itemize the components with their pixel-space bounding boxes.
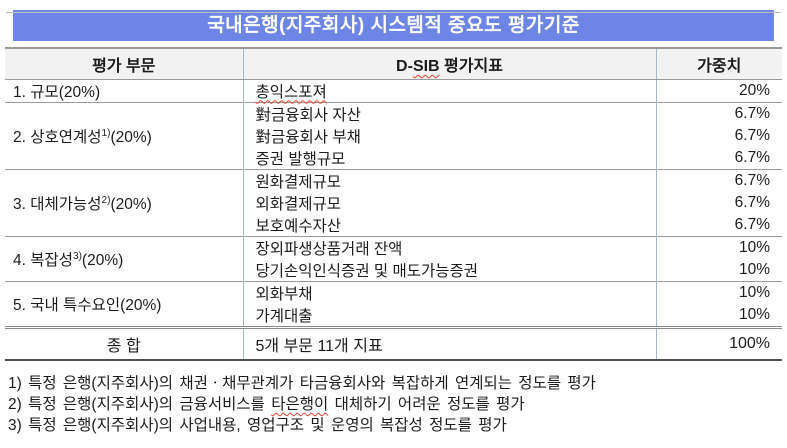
total-label: 종 합 xyxy=(5,325,243,361)
page-title: 국내은행(지주회사) 시스템적 중요도 평가기준 xyxy=(207,15,580,36)
indicator-cell: 총익스포져 xyxy=(242,78,657,102)
table-row: 외화결제규모 6.7% xyxy=(5,191,782,214)
column-header-category: 평가 부문 xyxy=(5,47,243,80)
category-weight-share: (20%) xyxy=(58,83,101,101)
category-label: 3. 대체가능성 xyxy=(13,195,102,213)
category-cell-domestic-factors: 5. 국내 특수요인(20%) xyxy=(5,280,243,327)
footnote-2: 2) 특정 은행(지주회사)의 금융서비스를 타은행이 대체하기 어려운 정도를… xyxy=(8,394,787,415)
table-row: 3. 대체가능성2)(20%) 원화결제규모 6.7% xyxy=(5,168,782,236)
table-title-bar: 국내은행(지주회사) 시스템적 중요도 평가기준 xyxy=(13,10,774,41)
indicator-cell: 보호예수자산 xyxy=(242,213,657,236)
table-row: 당기손익인식증권 및 매도가능증권 10% xyxy=(5,258,782,281)
weight-cell: 10% xyxy=(738,305,770,323)
indicator-cell: 장외파생상품거래 잔액 xyxy=(242,235,657,259)
indicator-cell: 원화결제규모 xyxy=(242,168,657,192)
header-indicator-suffix: 평가지표 xyxy=(439,57,503,75)
indicator-cell: 외화부채 xyxy=(242,280,657,304)
category-cell-substitutability: 3. 대체가능성2)(20%) xyxy=(5,168,243,236)
indicator-cell: 對금융회사 부채 xyxy=(242,124,657,147)
category-cell-complexity: 4. 복잡성3)(20%) xyxy=(5,235,243,281)
category-weight-share: (20%) xyxy=(81,251,124,269)
table-row: 4. 복잡성3)(20%) 장외파생상품거래 잔액 10% xyxy=(5,235,782,281)
category-label: 2. 상호연계성 xyxy=(13,128,102,146)
table-total-row: 종 합 5개 부문 11개 지표 100% xyxy=(5,325,782,361)
weight-cell: 6.7% xyxy=(734,148,770,166)
category-cell-interconnectedness: 2. 상호연계성1)(20%) xyxy=(5,101,243,169)
header-indicator-spellcheck-text: SIB xyxy=(412,57,440,75)
category-label: 4. 복잡성 xyxy=(13,251,74,269)
table-row: 2. 상호연계성1)(20%) 對금융회사 자산 6.7% xyxy=(5,101,782,169)
indicator-cell: 당기손익인식증권 및 매도가능증권 xyxy=(242,258,657,281)
indicator-cell: 가계대출 xyxy=(242,303,657,327)
footnote-3: 3) 특정 은행(지주회사)의 사업내용, 영업구조 및 운영의 복잡성 정도를… xyxy=(8,417,507,434)
weight-cell: 6.7% xyxy=(734,215,770,233)
header-indicator-prefix: D- xyxy=(396,57,413,75)
footnote-marker: 3) xyxy=(73,250,82,262)
evaluation-criteria-table: 평가 부문 D-SIB 평가지표 가중치 1. 규모(20%) 총익스포져 20… xyxy=(5,47,782,361)
weight-cell: 6.7% xyxy=(734,193,770,211)
category-label: 1. 규모 xyxy=(13,83,59,101)
weight-cell: 6.7% xyxy=(656,168,782,192)
indicator-cell: 對금융회사 자산 xyxy=(242,101,657,125)
weight-cell: 10% xyxy=(656,280,782,304)
category-weight-share: (20%) xyxy=(110,195,152,213)
column-header-indicator: D-SIB 평가지표 xyxy=(242,47,657,80)
table-row: 보호예수자산 6.7% xyxy=(5,213,782,236)
category-weight-share: (20%) xyxy=(110,128,152,146)
footnote-2-spellcheck-text: 타은행이 xyxy=(271,396,329,413)
table-row: 증권 발행규모 6.7% xyxy=(5,146,782,169)
footnote-2-suffix: 대체하기 어려운 정도를 평가 xyxy=(328,396,525,413)
total-indicator-summary: 5개 부문 11개 지표 xyxy=(242,325,657,361)
page: 국내은행(지주회사) 시스템적 중요도 평가기준 평가 부문 D-SIB 평가지… xyxy=(0,10,787,448)
indicator-cell: 증권 발행규모 xyxy=(242,146,657,169)
total-weight: 100% xyxy=(656,325,782,361)
category-weight-share: (20%) xyxy=(120,296,162,314)
category-cell-size: 1. 규모(20%) xyxy=(5,78,243,102)
table-row: 1. 규모(20%) 총익스포져 20% xyxy=(5,78,782,102)
table-row: 가계대출 10% xyxy=(5,303,782,327)
category-label: 5. 국내 특수요인 xyxy=(13,296,121,314)
footnote-marker: 1) xyxy=(101,127,111,139)
footnotes: 1) 특정 은행(지주회사)의 채권ㆍ채무관계가 타금융회사와 복잡하게 연계되… xyxy=(8,373,787,436)
table-row: 5. 국내 특수요인(20%) 외화부채 10% xyxy=(5,280,782,327)
footnote-1: 1) 특정 은행(지주회사)의 채권ㆍ채무관계가 타금융회사와 복잡하게 연계되… xyxy=(8,375,596,392)
weight-cell: 10% xyxy=(738,260,770,278)
table-row: 對금융회사 부채 6.7% xyxy=(5,124,782,147)
indicator-label: 총익스포져 xyxy=(255,83,327,101)
table-header-row: 평가 부문 D-SIB 평가지표 가중치 xyxy=(5,47,782,80)
footnote-2-prefix: 2) 특정 은행(지주회사)의 금융서비스를 xyxy=(8,396,272,413)
weight-cell: 6.7% xyxy=(656,101,782,125)
weight-cell: 10% xyxy=(656,235,782,259)
top-divider xyxy=(6,12,781,13)
weight-cell: 20% xyxy=(656,78,782,102)
indicator-cell: 외화결제규모 xyxy=(242,191,657,214)
weight-cell: 6.7% xyxy=(734,126,770,144)
footnote-marker: 2) xyxy=(101,194,111,206)
column-header-weight: 가중치 xyxy=(656,47,782,80)
